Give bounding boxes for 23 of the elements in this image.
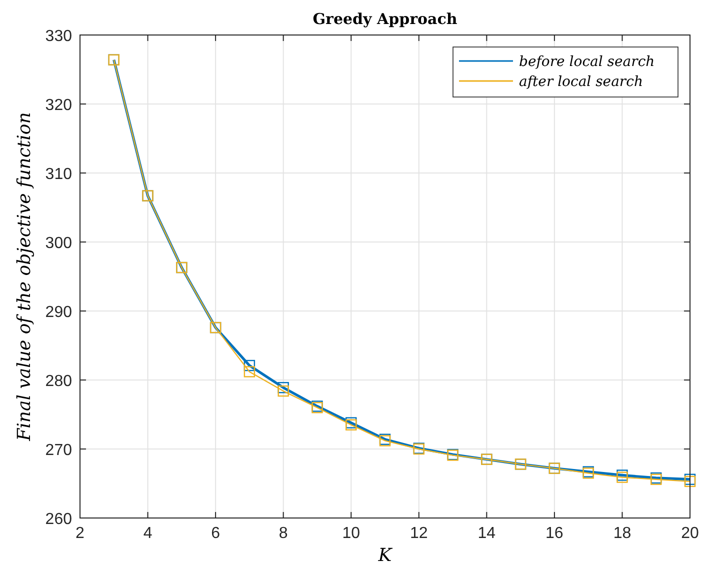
chart-title: Greedy Approach bbox=[312, 10, 458, 28]
x-tick-label: 12 bbox=[410, 525, 428, 542]
x-tick-label: 10 bbox=[342, 525, 360, 542]
y-tick-label: 260 bbox=[45, 511, 72, 528]
legend-label: after local search bbox=[519, 74, 643, 90]
y-tick-label: 330 bbox=[45, 28, 72, 45]
y-tick-label: 290 bbox=[45, 304, 72, 321]
y-tick-label: 300 bbox=[45, 235, 72, 252]
y-axis-title: Final value of the objective function bbox=[14, 112, 35, 442]
x-tick-label: 8 bbox=[278, 525, 288, 542]
x-tick-label: 14 bbox=[478, 525, 496, 542]
x-tick-label: 4 bbox=[143, 525, 152, 542]
y-tick-label: 270 bbox=[45, 442, 72, 459]
legend-label: before local search bbox=[519, 54, 655, 70]
y-tick-label: 280 bbox=[45, 373, 72, 390]
x-tick-label: 6 bbox=[211, 525, 220, 542]
x-tick-label: 16 bbox=[546, 525, 564, 542]
x-tick-label: 2 bbox=[76, 525, 85, 542]
x-tick-label: 20 bbox=[681, 525, 699, 542]
y-tick-label: 320 bbox=[45, 97, 72, 114]
x-tick-label: 18 bbox=[613, 525, 632, 542]
x-axis-title: K bbox=[377, 545, 394, 566]
y-tick-label: 310 bbox=[45, 166, 72, 183]
